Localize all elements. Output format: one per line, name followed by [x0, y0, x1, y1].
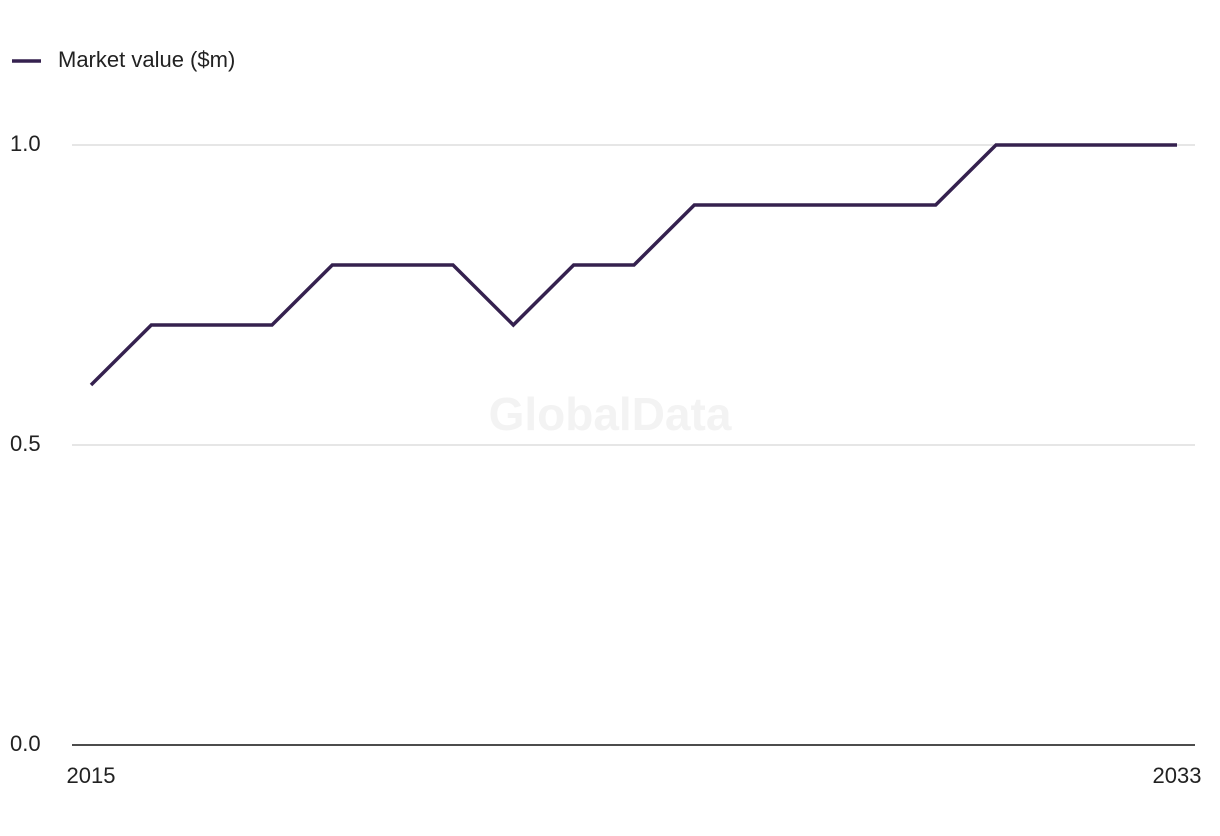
watermark: GlobalData: [489, 388, 732, 440]
x-tick-label: 2015: [67, 763, 116, 788]
legend-label: Market value ($m): [58, 47, 235, 72]
y-tick-label: 0.5: [10, 431, 41, 456]
data-line: [89, 143, 1177, 387]
x-tick-label: 2033: [1153, 763, 1202, 788]
y-tick-label: 1.0: [10, 131, 41, 156]
y-tick-label: 0.0: [10, 731, 41, 756]
